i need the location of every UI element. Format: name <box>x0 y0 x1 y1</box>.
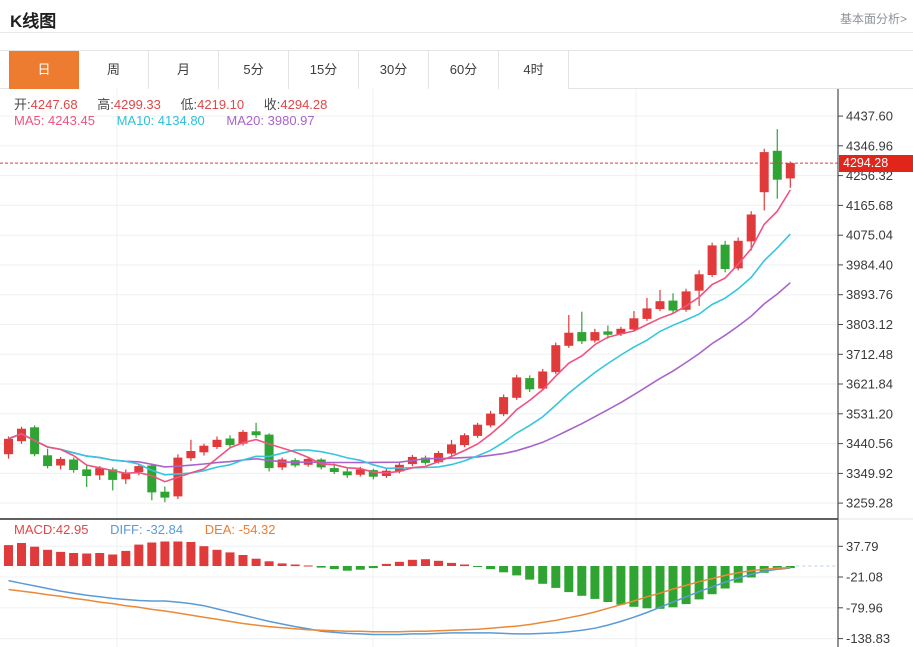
high-label: 高: <box>97 97 114 112</box>
chart-canvas[interactable]: 4437.604346.964256.324165.684075.043984.… <box>0 89 913 647</box>
dea-value: -54.32 <box>238 522 276 537</box>
macd-info: MACD:42.95 DIFF: -32.84 DEA: -54.32 <box>14 522 294 537</box>
main-axis-tick: 3712.48 <box>846 347 893 362</box>
main-axis-tick: 4437.60 <box>846 109 893 124</box>
macd-axis-tick: -79.96 <box>846 600 883 615</box>
main-axis-tick: 3803.12 <box>846 317 893 332</box>
main-axis-tick: 3259.28 <box>846 496 893 511</box>
ma5-label: MA5: <box>14 113 45 128</box>
ma5-line <box>8 189 791 483</box>
main-axis-tick: 4346.96 <box>846 138 893 153</box>
ma10-label: MA10: <box>116 113 155 128</box>
main-axis-tick: 3440.56 <box>846 436 893 451</box>
kline-chart[interactable]: 4437.60 4346.96 4256.32 4165.68 4075.04 3984.… <box>0 89 913 647</box>
macd-label: MACD: <box>14 522 56 537</box>
ma20-line <box>8 282 791 468</box>
dea-line <box>8 566 791 633</box>
ma10-line <box>8 233 791 476</box>
tab-month[interactable]: 月 <box>149 51 219 89</box>
open-value: 4247.68 <box>30 97 78 112</box>
tab-60min[interactable]: 60分 <box>429 51 499 89</box>
dea-label: DEA: <box>204 522 236 537</box>
tab-week[interactable]: 周 <box>79 51 149 89</box>
macd-value: 42.95 <box>55 522 89 537</box>
tab-30min[interactable]: 30分 <box>359 51 429 89</box>
diff-label: DIFF: <box>110 522 143 537</box>
main-axis-tick: 3621.84 <box>846 377 893 392</box>
macd-axis-tick: -138.83 <box>846 631 890 646</box>
main-axis-tick: 4165.68 <box>846 198 893 213</box>
diff-line <box>8 567 791 636</box>
fundamental-analysis-link[interactable]: 基本面分析> <box>839 12 907 26</box>
ma20-value: 3980.97 <box>267 113 315 128</box>
header: K线图 基本面分析> <box>0 0 913 33</box>
close-value: 4294.28 <box>280 97 328 112</box>
main-axis-tick: 3893.76 <box>846 287 893 302</box>
candles-layer <box>4 129 795 503</box>
macd-histogram <box>4 541 795 609</box>
tab-15min[interactable]: 15分 <box>289 51 359 89</box>
low-value: 4219.10 <box>197 97 245 112</box>
macd-axis-tick: -21.08 <box>846 570 883 585</box>
main-axis-tick: 4075.04 <box>846 228 893 243</box>
period-tabbar: 日 周 月 5分 15分 30分 60分 4时 <box>0 50 913 89</box>
tab-day[interactable]: 日 <box>9 51 79 89</box>
low-label: 低: <box>180 97 198 112</box>
macd-axis-tick: 37.79 <box>846 539 879 554</box>
ohlc-info: 开:4247.68 高:4299.33 低:4219.10 收:4294.28 <box>14 94 343 113</box>
ma5-value: 4243.45 <box>47 113 95 128</box>
close-label: 收: <box>263 97 281 112</box>
main-axis-tick: 3984.40 <box>846 257 893 272</box>
ma20-label: MA20: <box>226 113 264 128</box>
main-axis-tick: 3531.20 <box>846 406 893 421</box>
ma-info: MA5: 4243.45 MA10: 4134.80 MA20: 3980.97 <box>14 113 333 128</box>
main-axis-tick: 3349.92 <box>846 466 893 481</box>
tab-4hour[interactable]: 4时 <box>499 51 569 89</box>
gridlines: 4437.604346.964256.324165.684075.043984.… <box>0 89 893 647</box>
ma10-value: 4134.80 <box>157 113 205 128</box>
open-label: 开: <box>14 97 31 112</box>
tab-5min[interactable]: 5分 <box>219 51 289 89</box>
page-title: K线图 <box>10 12 57 31</box>
last-price-tag: 4294.28 <box>839 155 913 172</box>
high-value: 4299.33 <box>113 97 161 112</box>
diff-value: -32.84 <box>146 522 184 537</box>
